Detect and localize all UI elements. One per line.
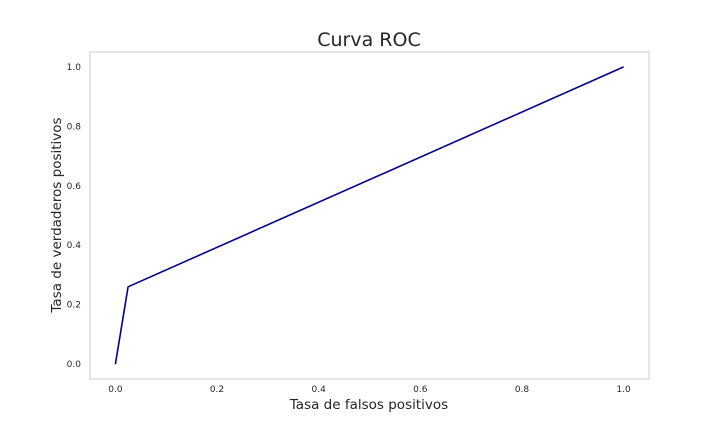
y-tick-label: 1.0: [67, 63, 82, 73]
chart-title: Curva ROC: [317, 29, 420, 51]
x-tick-label: 0.4: [312, 385, 327, 395]
series-layer: [114, 66, 624, 365]
x-tick-label: 0.2: [210, 385, 224, 395]
y-tick-label: 0.2: [67, 301, 81, 311]
x-tick-label: 0.0: [108, 385, 123, 395]
y-tick-label: 0.0: [67, 360, 82, 370]
roc-curve-line: [114, 66, 624, 365]
y-tick-label: 0.6: [67, 182, 82, 192]
y-tick-label: 0.4: [67, 241, 82, 251]
y-axis-label: Tasa de verdaderos positivos: [49, 117, 65, 313]
y-tick-label: 0.8: [67, 122, 82, 132]
x-tick-label: 0.6: [413, 385, 428, 395]
x-tick-label: 1.0: [616, 385, 631, 395]
y-axis-ticks: 0.0 0.2 0.4 0.6 0.8 1.0: [67, 63, 82, 370]
x-axis-ticks: 0.0 0.2 0.4 0.6 0.8 1.0: [108, 385, 631, 395]
plot-area: [89, 51, 650, 380]
x-tick-label: 0.8: [515, 385, 530, 395]
x-axis-label: Tasa de falsos positivos: [289, 397, 448, 413]
